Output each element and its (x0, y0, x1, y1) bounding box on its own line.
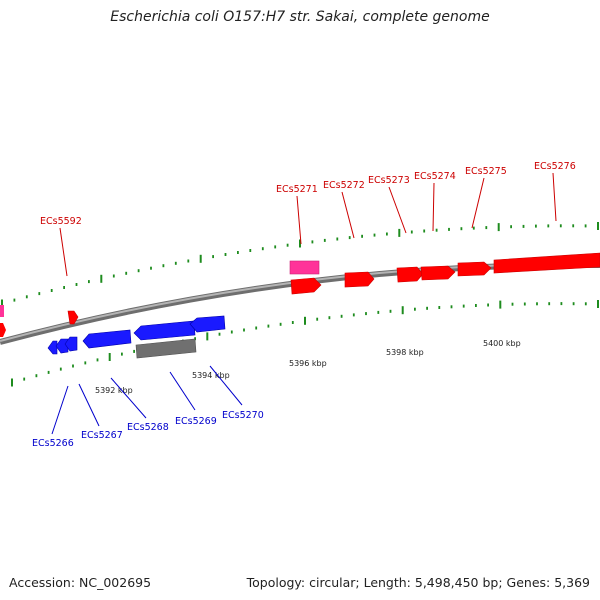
reverse-genes (47, 315, 226, 359)
leader-ecs5275 (471, 177, 485, 229)
gene-ecs5274-a[interactable] (396, 266, 424, 283)
label-ecs5272[interactable]: ECs5272 (323, 180, 365, 191)
leader-ecs5274 (432, 182, 435, 232)
gene-edge-red[interactable] (0, 323, 6, 337)
leader-ecs5268 (110, 377, 147, 419)
gene-ecs5274-b[interactable] (420, 265, 456, 281)
label-ecs5266[interactable]: ECs5266 (32, 438, 74, 449)
leader-ecs5271 (296, 195, 302, 245)
leader-ecs5273 (388, 186, 407, 234)
gene-ecs5268[interactable] (82, 329, 132, 349)
gene-ecs5276[interactable] (493, 252, 600, 274)
leader-ecs5266 (51, 385, 69, 435)
label-ecs5268[interactable]: ECs5268 (127, 422, 169, 433)
leader-ecs5270 (209, 365, 243, 406)
scale-label-5392: 5392 kbp (95, 386, 133, 395)
accession-text: Accession: NC_002695 (9, 575, 152, 590)
label-ecs5274[interactable]: ECs5274 (414, 171, 456, 182)
leader-ecs5276 (552, 172, 557, 222)
reverse-label-group: ECs5266 ECs5267 ECs5268 ECs5269 ECs5270 (32, 365, 264, 449)
gene-ecs5273[interactable] (344, 271, 375, 288)
gene-grey-feature[interactable] (135, 338, 197, 359)
backbone-inner (0, 262, 600, 342)
scale-label-5396: 5396 kbp (289, 359, 327, 368)
label-ecs5269[interactable]: ECs5269 (175, 416, 217, 427)
gene-ecs5271[interactable] (289, 260, 320, 275)
gene-ecs5270[interactable] (189, 315, 226, 333)
leader-ecs5272 (341, 191, 355, 239)
label-ecs5273[interactable]: ECs5273 (368, 175, 410, 186)
scale-label-5398: 5398 kbp (386, 348, 424, 357)
genome-summary-text: Topology: circular; Length: 5,498,450 bp… (246, 575, 590, 590)
leader-ecs5592 (59, 227, 68, 277)
gene-ecs5272[interactable] (290, 277, 322, 295)
gene-ecs5269[interactable] (133, 320, 196, 341)
label-ecs5270[interactable]: ECs5270 (222, 410, 264, 421)
label-ecs5592[interactable]: ECs5592 (40, 216, 82, 227)
gene-ecs5266[interactable] (47, 340, 58, 355)
scale-label-5400: 5400 kbp (483, 339, 521, 348)
scale-label-5394: 5394 kbp (192, 371, 230, 380)
leader-ecs5267 (78, 383, 100, 427)
gene-ecs5592[interactable] (67, 310, 79, 325)
map-title: Escherichia coli O157:H7 str. Sakai, com… (110, 9, 490, 25)
gene-ecs5267-b[interactable] (64, 336, 78, 352)
leader-ecs5269 (169, 371, 196, 411)
tick-row-outer (1, 222, 599, 308)
tick-row-inner (11, 300, 599, 387)
scale-labels: 5392 kbp 5394 kbp 5396 kbp 5398 kbp 5400… (95, 339, 521, 395)
label-ecs5275[interactable]: ECs5275 (465, 166, 507, 177)
forward-label-group: ECs5592 ECs5271 ECs5272 ECs5273 ECs5274 … (40, 161, 576, 277)
forward-genes (0, 252, 600, 337)
gene-ecs5275[interactable] (457, 261, 492, 277)
label-ecs5271[interactable]: ECs5271 (276, 184, 318, 195)
backbone-outer (0, 261, 600, 345)
label-ecs5267[interactable]: ECs5267 (81, 430, 123, 441)
label-ecs5276[interactable]: ECs5276 (534, 161, 576, 172)
gene-edge-pink[interactable] (0, 305, 4, 317)
